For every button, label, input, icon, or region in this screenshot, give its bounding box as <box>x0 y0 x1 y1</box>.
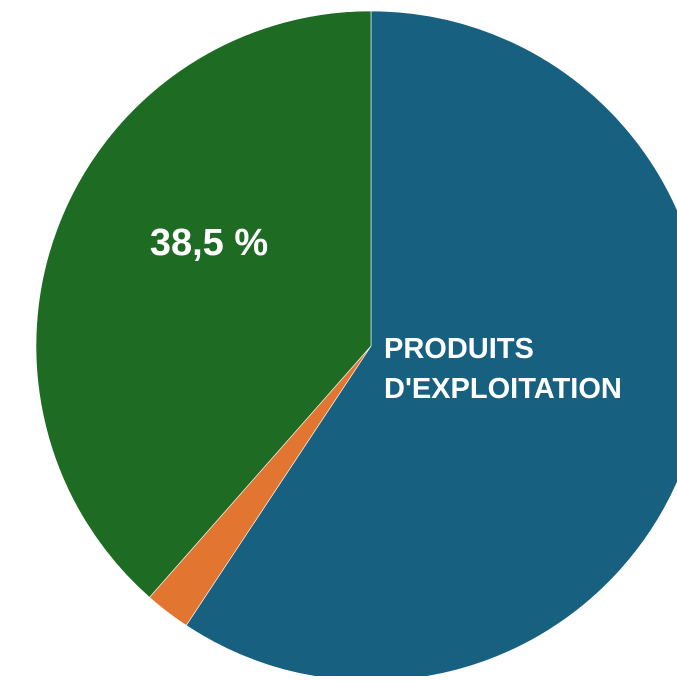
pie-slices <box>35 10 677 681</box>
pie-labels: PRODUITS D'EXPLOITATION 38,5 % <box>150 222 622 405</box>
slice-label-0: PRODUITS D'EXPLOITATION <box>384 333 622 405</box>
slice-label-0-line-1: D'EXPLOITATION <box>384 373 622 405</box>
slice-data-label-2: 38,5 % <box>150 222 268 264</box>
pie-slice-2 <box>35 10 372 598</box>
slice-label-0-line-0: PRODUITS <box>384 333 534 365</box>
